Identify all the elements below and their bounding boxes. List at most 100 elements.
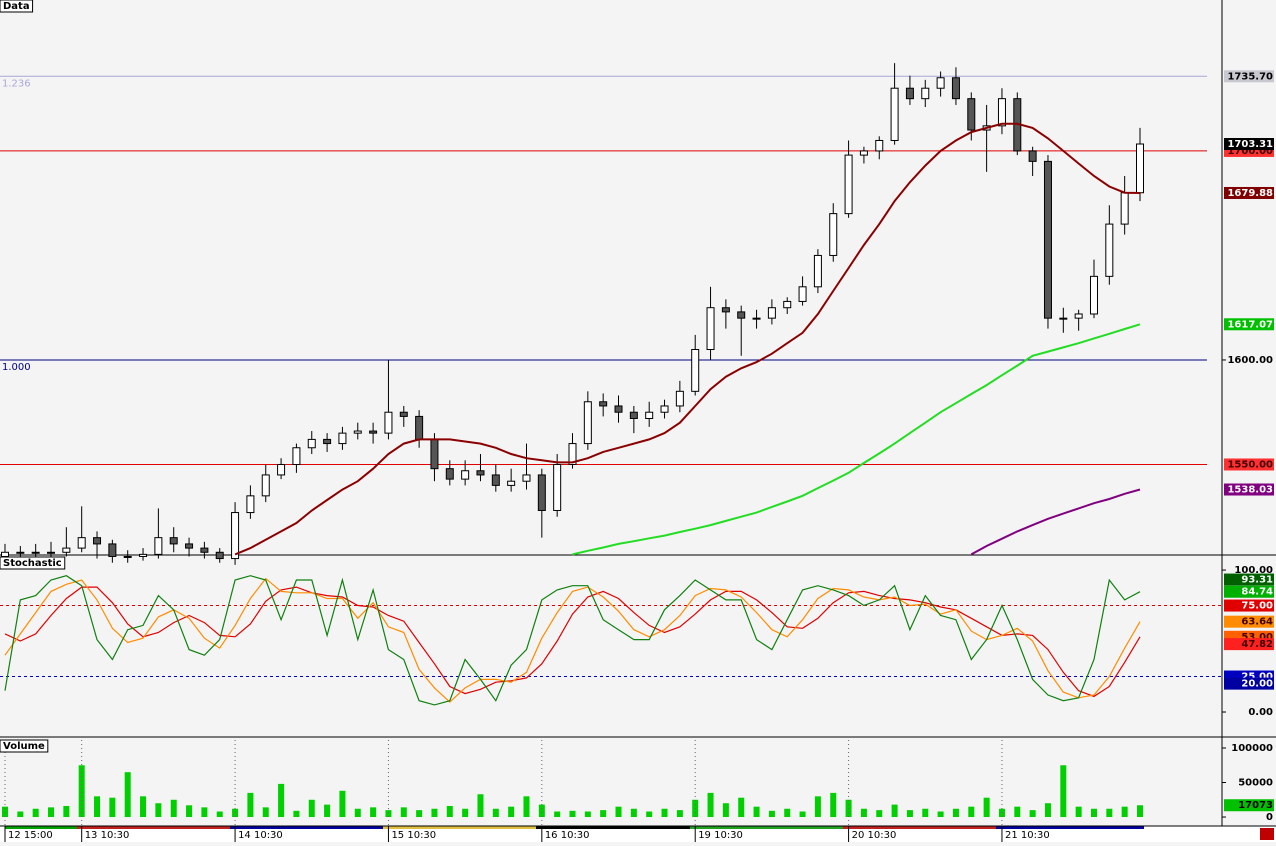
price-tag-label: 1550.00 xyxy=(1227,459,1273,470)
volume-bar xyxy=(876,810,883,818)
volume-bar xyxy=(738,797,745,818)
session-strip xyxy=(230,826,383,829)
candle-body xyxy=(783,300,792,309)
volume-bar xyxy=(768,810,775,818)
price-tag xyxy=(1224,318,1274,331)
candle-body xyxy=(568,443,577,465)
price-tag-label: 63.64 xyxy=(1241,617,1273,628)
volume-bar xyxy=(186,805,193,818)
candle-body xyxy=(583,401,592,445)
volume-bar xyxy=(538,804,545,818)
volume-bar xyxy=(1060,765,1067,818)
price-tag xyxy=(1224,458,1274,471)
candle-body xyxy=(399,411,408,417)
level-label: 1.236 xyxy=(2,78,31,89)
candle-body xyxy=(476,470,485,476)
candle-body xyxy=(875,139,884,152)
candle-body xyxy=(737,311,746,319)
volume-bar xyxy=(32,808,39,818)
price-tag-label: 1735.70 xyxy=(1227,71,1273,82)
volume-bar xyxy=(278,783,285,818)
panel-title-box xyxy=(0,556,66,570)
price-tag xyxy=(1224,186,1274,199)
y-tick-label: 0 xyxy=(1266,812,1273,823)
volume-bar xyxy=(1121,806,1128,818)
volume-bar xyxy=(937,811,944,818)
volume-bar xyxy=(646,811,653,818)
candle-body xyxy=(614,405,623,413)
volume-bar xyxy=(508,806,515,818)
price-tag xyxy=(1224,599,1274,612)
volume-bar xyxy=(554,811,561,818)
candle-body xyxy=(307,438,316,449)
y-tick-label: 0.00 xyxy=(1248,707,1273,718)
candle-body xyxy=(292,447,301,465)
volume-bar xyxy=(1106,808,1113,818)
candle-body xyxy=(813,254,822,288)
volume-bar xyxy=(799,811,806,818)
volume-bar xyxy=(830,792,837,818)
x-tick-label: 21 10:30 xyxy=(1005,830,1050,841)
session-strip xyxy=(383,826,536,829)
price-tag-label: 25.00 xyxy=(1241,672,1273,683)
volume-bar xyxy=(584,811,591,818)
series-line xyxy=(4,575,1141,706)
series-line xyxy=(4,577,1141,703)
price-tag xyxy=(1224,70,1274,83)
price-tag-label: 17073 xyxy=(1238,800,1273,811)
candle-body xyxy=(537,474,546,511)
candle-body xyxy=(261,474,270,497)
candle-body xyxy=(62,547,71,553)
price-tag xyxy=(1224,799,1274,812)
candle-body xyxy=(1089,275,1098,315)
price-tag-label: 1679.88 xyxy=(1227,188,1273,199)
volume-bar xyxy=(308,799,315,818)
panel-title-box xyxy=(0,739,49,753)
volume-bar xyxy=(78,765,85,818)
candle-body xyxy=(721,307,730,313)
candle-body xyxy=(522,474,531,482)
candle-body xyxy=(31,551,40,554)
volume-bar xyxy=(784,808,791,818)
session-strip xyxy=(536,826,690,829)
volume-bar xyxy=(324,804,331,818)
volume-bar xyxy=(523,796,530,818)
candle-body xyxy=(139,553,148,557)
candle-body xyxy=(47,551,56,554)
price-tag-label: 1700.00 xyxy=(1227,146,1273,157)
panel-title: Data xyxy=(3,1,30,12)
candle-body xyxy=(246,495,255,514)
volume-bar xyxy=(860,808,867,818)
x-tick-label: 19 10:30 xyxy=(698,830,743,841)
volume-bar xyxy=(354,808,361,818)
candle-body xyxy=(767,307,776,319)
volume-bar xyxy=(17,811,24,818)
candle-body xyxy=(384,411,393,434)
candle-body xyxy=(461,470,470,480)
candle-body xyxy=(936,77,945,89)
session-strip xyxy=(690,826,843,829)
candle-body xyxy=(231,512,240,560)
candle-body xyxy=(645,411,654,419)
volume-bar xyxy=(247,792,254,818)
x-tick-label: 14 10:30 xyxy=(238,830,283,841)
candle-body xyxy=(798,286,807,302)
x-tick-label: 12 15:00 xyxy=(8,830,53,841)
x-tick-label: 20 10:30 xyxy=(852,830,897,841)
candle-body xyxy=(491,474,500,486)
candle-body xyxy=(353,430,362,434)
volume-bar xyxy=(339,790,346,818)
price-tag-label: 20.00 xyxy=(1241,679,1273,690)
volume-bar xyxy=(569,810,576,818)
x-tick-label: 13 10:30 xyxy=(85,830,130,841)
volume-bar xyxy=(201,807,208,818)
candle-body xyxy=(77,537,86,549)
volume-bar xyxy=(492,808,499,818)
scroll-button[interactable] xyxy=(1260,828,1274,840)
x-tick-label: 15 10:30 xyxy=(391,830,436,841)
volume-bar xyxy=(109,797,116,818)
candle-body xyxy=(905,87,914,100)
candle-body xyxy=(1105,223,1114,277)
